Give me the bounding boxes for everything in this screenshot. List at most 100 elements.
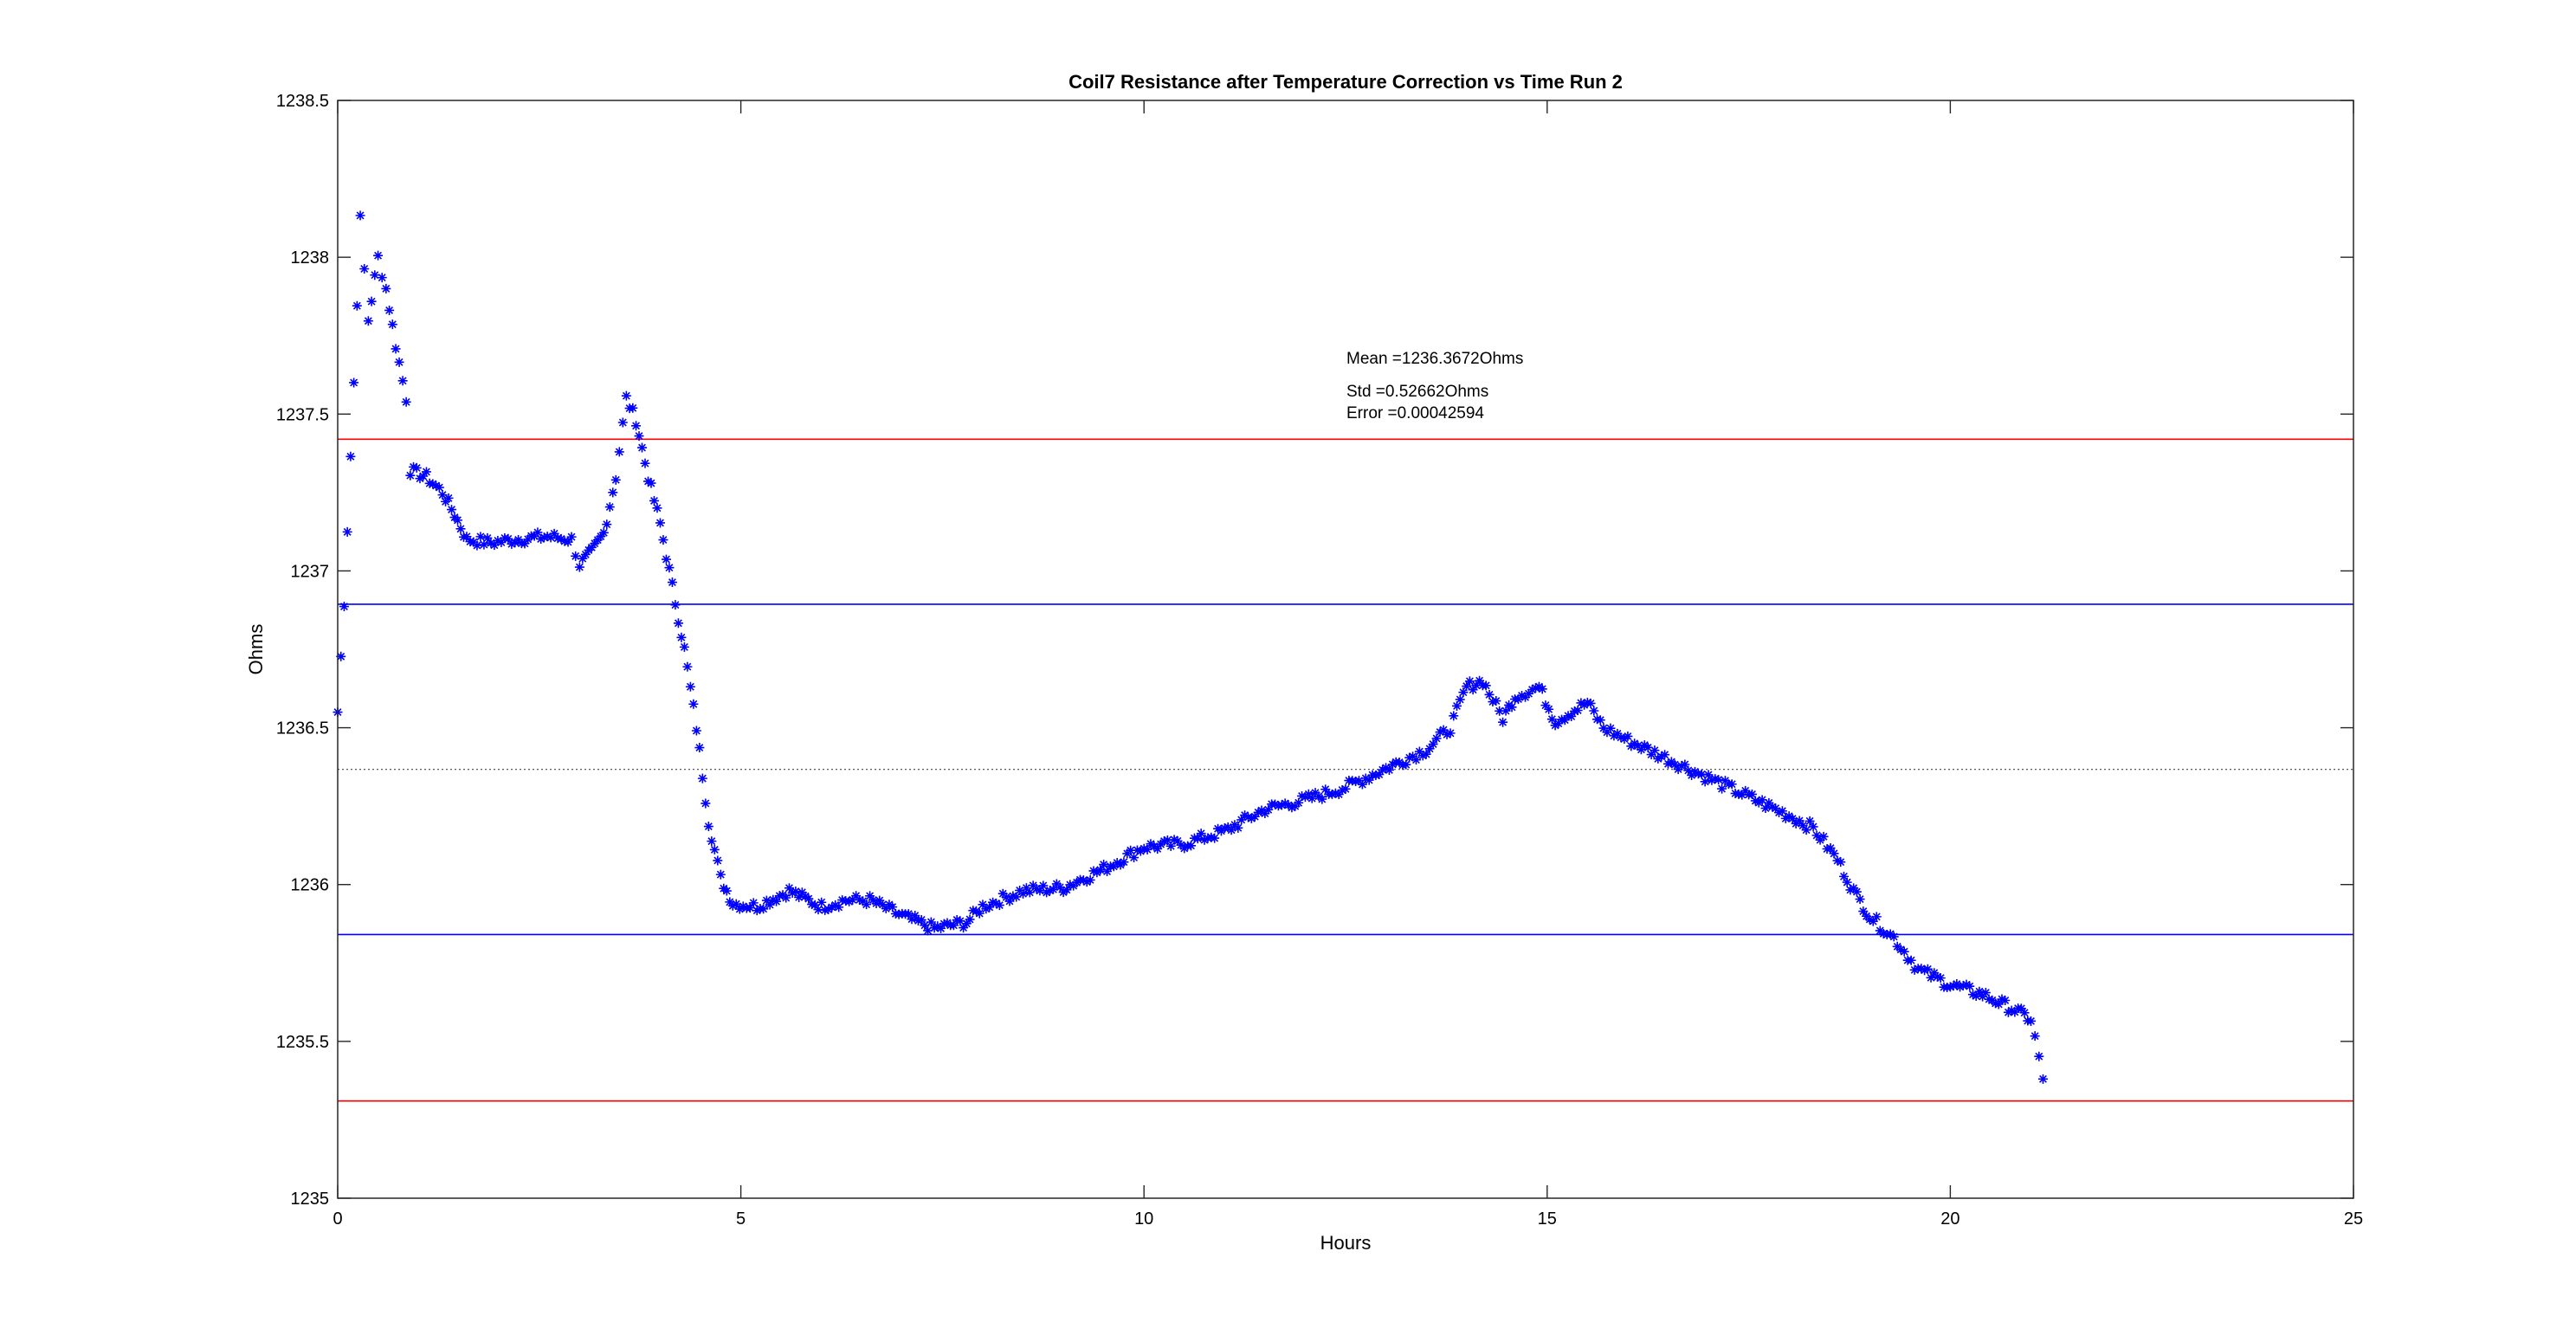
data-point <box>349 377 359 388</box>
data-point <box>384 305 395 315</box>
data-point <box>1605 723 1616 733</box>
data-point <box>621 390 631 401</box>
data-point <box>910 911 920 921</box>
data-point <box>772 896 782 906</box>
data-point <box>1102 867 1113 876</box>
data-point <box>1294 797 1304 808</box>
data-point <box>1935 973 1946 984</box>
data-point <box>1646 750 1656 760</box>
data-point <box>765 900 775 910</box>
data-point <box>997 888 1008 899</box>
data-point <box>994 900 1004 911</box>
data-point <box>817 897 827 907</box>
data-point <box>556 533 566 544</box>
data-point <box>731 899 741 909</box>
data-point <box>1984 994 1994 1004</box>
data-point <box>1895 945 1906 955</box>
y-tick-label: 1236 <box>291 876 330 895</box>
data-point <box>1922 964 1933 974</box>
data-point <box>1011 892 1022 902</box>
data-point <box>563 537 573 547</box>
data-point <box>1609 731 1619 741</box>
data-point <box>1971 990 1981 1001</box>
data-point <box>1408 751 1418 762</box>
data-point <box>1660 750 1670 760</box>
data-point <box>336 651 346 661</box>
data-point <box>1048 884 1058 894</box>
data-point <box>694 743 705 753</box>
data-point <box>1475 675 1485 686</box>
data-point <box>1088 866 1099 876</box>
data-point <box>1899 946 1909 957</box>
data-point <box>952 915 962 925</box>
data-point <box>1750 796 1760 806</box>
data-point <box>1108 861 1119 872</box>
data-point <box>709 844 720 855</box>
data-point <box>781 893 791 903</box>
data-point <box>604 502 615 513</box>
data-point <box>1159 836 1169 847</box>
data-point <box>1683 765 1694 776</box>
data-point <box>1829 848 1839 859</box>
data-point <box>529 531 539 541</box>
data-point <box>1643 742 1653 752</box>
data-point <box>1851 887 1862 897</box>
data-point <box>1669 759 1680 770</box>
data-point <box>1414 746 1424 757</box>
data-point <box>1411 755 1421 765</box>
data-point <box>713 855 723 866</box>
data-point <box>1948 981 1959 991</box>
data-point <box>1553 719 1564 729</box>
data-point <box>676 632 687 642</box>
data-point <box>1152 843 1163 854</box>
data-point <box>655 518 665 528</box>
data-point <box>1855 894 1865 905</box>
data-point <box>981 904 991 914</box>
data-point <box>574 562 584 572</box>
data-point <box>1633 741 1643 751</box>
data-point <box>1656 751 1667 762</box>
data-point <box>691 726 701 736</box>
data-point <box>1065 880 1075 890</box>
data-point <box>1926 972 1936 983</box>
data-point <box>1997 994 2007 1004</box>
data-point <box>640 458 650 468</box>
data-point <box>888 902 898 913</box>
data-point <box>1703 770 1714 780</box>
data-point <box>1213 823 1223 834</box>
data-point <box>366 296 377 306</box>
data-point <box>823 904 834 914</box>
data-point <box>598 527 609 538</box>
data-point <box>637 442 648 453</box>
data-point <box>373 250 384 261</box>
data-point <box>1165 841 1176 851</box>
x-tick-label: 20 <box>1940 1209 1959 1229</box>
data-point <box>2003 1007 2013 1017</box>
data-point <box>1845 885 1856 895</box>
data-point <box>1129 853 1140 863</box>
data-point <box>920 920 930 931</box>
data-point <box>536 534 546 545</box>
data-point <box>1484 689 1495 700</box>
data-point <box>1142 844 1152 855</box>
data-point <box>1798 821 1808 831</box>
data-point <box>1445 728 1456 738</box>
data-point <box>1576 698 1586 708</box>
y-axis-label: Ohms <box>245 624 267 675</box>
data-point <box>434 482 444 493</box>
data-point <box>688 699 699 709</box>
data-point <box>559 536 570 546</box>
data-point <box>542 532 552 542</box>
data-point <box>1524 688 1534 699</box>
data-point <box>608 487 618 498</box>
data-point <box>1746 789 1757 799</box>
data-point <box>830 900 841 910</box>
data-point <box>791 887 801 897</box>
data-point <box>1929 968 1940 978</box>
data-point <box>1287 803 1297 813</box>
data-point <box>447 505 457 515</box>
x-tick-label: 25 <box>2344 1209 2363 1229</box>
data-point <box>462 532 472 542</box>
data-point <box>1531 683 1540 693</box>
data-point <box>1199 835 1210 845</box>
